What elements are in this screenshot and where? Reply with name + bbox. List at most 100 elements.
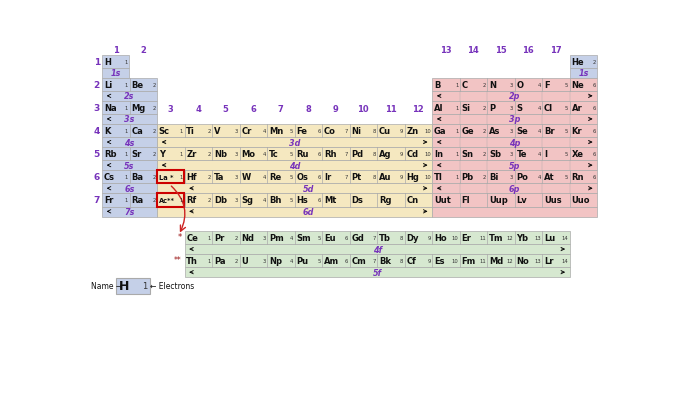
Text: 8: 8 [372,128,376,133]
Bar [102,171,157,184]
Text: Ni: Ni [351,127,361,135]
Text: 10: 10 [452,235,458,240]
Text: 9: 9 [332,105,339,114]
Text: Ga: Ga [434,127,447,135]
Text: Cl: Cl [544,104,553,113]
Text: 5: 5 [223,105,229,114]
Text: 1: 1 [125,198,128,203]
Text: 2s: 2s [125,92,134,101]
Text: 14: 14 [561,259,568,263]
Text: La *: La * [159,174,174,180]
Text: 1: 1 [455,106,458,111]
Text: Uup: Uup [489,196,508,205]
Bar [102,92,157,102]
Text: Ho: Ho [434,233,447,242]
Text: 17: 17 [550,46,561,55]
Text: Mt: Mt [324,196,336,205]
Text: 1s: 1s [578,69,589,78]
Text: *: * [177,233,182,241]
Text: Hf: Hf [186,173,197,182]
Bar [433,161,597,171]
Bar [185,244,570,255]
Text: Bh: Bh [269,196,281,205]
Text: 9: 9 [400,175,403,180]
Text: No: No [517,256,529,266]
Text: Hs: Hs [296,196,308,205]
Text: Rg: Rg [379,196,391,205]
Text: Os: Os [296,173,308,182]
Text: Cn: Cn [407,196,419,205]
Text: I: I [544,150,547,159]
Text: 9: 9 [400,152,403,157]
Text: 5: 5 [290,152,293,157]
Text: 5: 5 [290,175,293,180]
Text: 1: 1 [125,83,128,88]
Text: Uut: Uut [434,196,451,205]
Text: Cs: Cs [104,173,115,182]
Bar [158,161,432,171]
Bar [158,184,432,194]
Text: 11: 11 [479,259,486,263]
Text: 11: 11 [479,235,486,240]
Text: 8: 8 [305,105,311,114]
Text: 4: 4 [538,83,541,88]
Text: N: N [489,81,496,90]
Text: 10: 10 [424,128,430,133]
Text: Sb: Sb [489,150,501,159]
Text: 6: 6 [592,152,596,157]
Bar [102,115,157,125]
Text: Cm: Cm [351,256,366,266]
Text: 6: 6 [317,128,321,133]
Text: Tm: Tm [489,233,503,242]
Text: 15: 15 [495,46,507,55]
Bar [102,125,157,138]
Text: 1: 1 [180,152,183,157]
Text: 2: 2 [153,83,155,88]
Bar [102,69,130,79]
Text: 2: 2 [153,106,155,111]
Text: 14: 14 [561,235,568,240]
Text: 2: 2 [235,235,238,240]
Text: 1: 1 [180,128,183,133]
Text: 5s: 5s [125,161,134,170]
Text: Pt: Pt [351,173,362,182]
Text: 4: 4 [262,198,266,203]
Text: Sn: Sn [461,150,473,159]
Text: 6: 6 [592,106,596,111]
Text: 1: 1 [180,198,183,203]
Text: Ds: Ds [351,196,363,205]
Text: 4: 4 [538,128,541,133]
Text: 13: 13 [534,259,541,263]
Text: 4d: 4d [289,161,300,170]
Text: 14: 14 [468,46,479,55]
Text: Se: Se [517,127,528,135]
Text: 2: 2 [482,152,486,157]
Text: 6d: 6d [302,207,314,216]
Text: 5: 5 [565,128,568,133]
Text: Ba: Ba [132,173,144,182]
Text: C: C [461,81,468,90]
Bar [433,138,597,148]
Text: 2: 2 [153,175,155,180]
Text: 6: 6 [345,235,349,240]
Text: H: H [104,57,111,66]
Text: 7: 7 [278,105,284,114]
Text: 2: 2 [207,128,211,133]
Text: 5: 5 [290,198,293,203]
Text: 3: 3 [262,259,266,263]
Text: Al: Al [434,104,443,113]
Text: 8: 8 [372,152,376,157]
Text: 5: 5 [290,128,293,133]
Text: Uus: Uus [544,196,561,205]
Text: 2: 2 [140,46,146,55]
Text: 6: 6 [592,83,596,88]
Text: 4f: 4f [372,245,382,254]
Text: Fl: Fl [461,196,470,205]
Text: Zn: Zn [407,127,419,135]
Text: 3: 3 [510,175,513,180]
Text: Tl: Tl [434,173,443,182]
Text: 2: 2 [153,198,155,203]
Text: 3: 3 [235,152,238,157]
Text: K: K [104,127,110,135]
Text: Md: Md [489,256,503,266]
